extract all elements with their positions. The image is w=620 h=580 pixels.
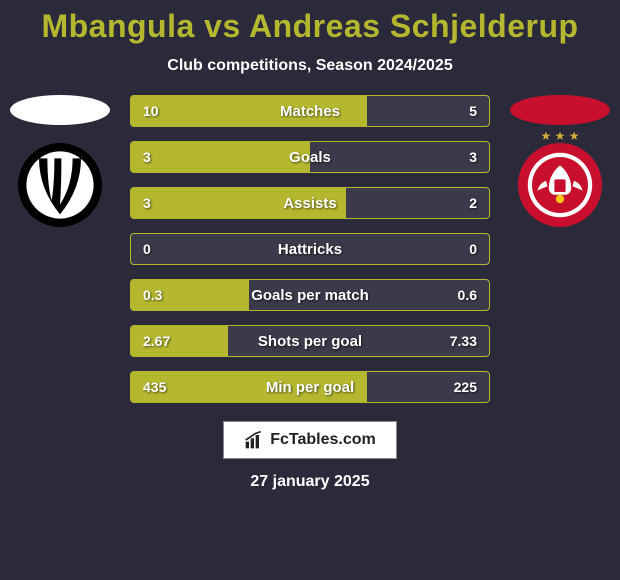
stat-bar: 3 Goals 3 — [130, 141, 490, 173]
stat-value-right: 225 — [454, 379, 477, 395]
stat-label: Min per goal — [266, 379, 354, 396]
right-club-crest: ★ ★ ★ — [518, 143, 602, 227]
stat-value-left: 435 — [143, 379, 166, 395]
stat-value-left: 2.67 — [143, 333, 170, 349]
stat-value-right: 0.6 — [458, 287, 477, 303]
benfica-icon — [525, 150, 595, 220]
stat-value-left: 10 — [143, 103, 159, 119]
benfica-stars: ★ ★ ★ — [541, 129, 580, 143]
stat-value-right: 0 — [469, 241, 477, 257]
stat-bar: 2.67 Shots per goal 7.33 — [130, 325, 490, 357]
main-row: 10 Matches 5 3 Goals 3 3 Assists 2 0 Hattricks 0 0.3… — [0, 95, 620, 403]
stat-bar: 3 Assists 2 — [130, 187, 490, 219]
comparison-card: Mbangula vs Andreas Schjelderup Club com… — [0, 0, 620, 580]
stat-bar: 435 Min per goal 225 — [130, 371, 490, 403]
stat-bar: 10 Matches 5 — [130, 95, 490, 127]
stat-label: Assists — [283, 195, 336, 212]
left-club-crest — [18, 143, 102, 227]
stat-bar: 0.3 Goals per match 0.6 — [130, 279, 490, 311]
chart-icon — [244, 430, 264, 450]
stat-value-left: 3 — [143, 149, 151, 165]
stat-bar: 0 Hattricks 0 — [130, 233, 490, 265]
juventus-icon — [25, 150, 95, 220]
footer-brand-badge[interactable]: FcTables.com — [223, 421, 397, 459]
stat-label: Goals — [289, 149, 331, 166]
date-label: 27 january 2025 — [250, 473, 369, 491]
stat-value-left: 3 — [143, 195, 151, 211]
stat-value-left: 0.3 — [143, 287, 162, 303]
footer-brand-text: FcTables.com — [270, 431, 376, 449]
subtitle: Club competitions, Season 2024/2025 — [167, 57, 452, 75]
stat-label: Matches — [280, 103, 340, 120]
stats-column: 10 Matches 5 3 Goals 3 3 Assists 2 0 Hattricks 0 0.3… — [130, 95, 490, 403]
stat-label: Hattricks — [278, 241, 342, 258]
stat-value-right: 7.33 — [450, 333, 477, 349]
stat-label: Goals per match — [251, 287, 369, 304]
right-player-ellipse — [510, 95, 610, 125]
stat-value-right: 5 — [469, 103, 477, 119]
page-title: Mbangula vs Andreas Schjelderup — [41, 8, 578, 45]
stat-value-right: 3 — [469, 149, 477, 165]
right-player-col: ★ ★ ★ — [500, 95, 620, 227]
left-player-ellipse — [10, 95, 110, 125]
stat-value-right: 2 — [469, 195, 477, 211]
stat-value-left: 0 — [143, 241, 151, 257]
stat-label: Shots per goal — [258, 333, 362, 350]
left-player-col — [0, 95, 120, 227]
stat-fill — [131, 142, 310, 172]
